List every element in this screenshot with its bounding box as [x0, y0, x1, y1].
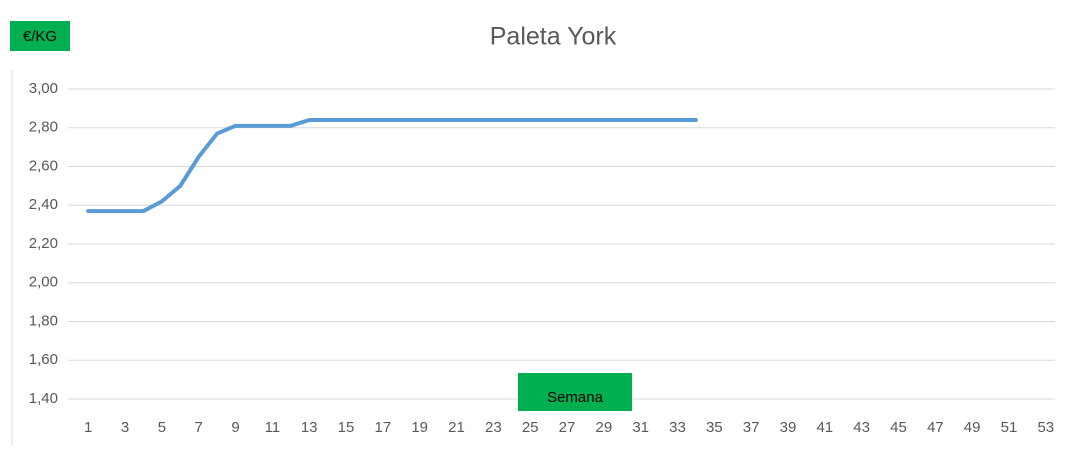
y-tick-label: 1,60 [29, 351, 58, 368]
x-tick-label: 51 [1001, 419, 1018, 436]
x-tick-label: 25 [522, 419, 539, 436]
y-axis-label: €/KG [23, 28, 57, 45]
x-tick-label: 23 [485, 419, 502, 436]
chart-title: Paleta York [490, 23, 617, 51]
x-tick-label: 37 [743, 419, 760, 436]
x-tick-label: 7 [195, 419, 203, 436]
x-tick-label: 3 [121, 419, 129, 436]
y-tick-label: 1,80 [29, 312, 58, 329]
x-tick-label: 31 [632, 419, 649, 436]
series-line [86, 118, 698, 214]
y-tick-label: 2,20 [29, 235, 58, 252]
y-label-box [10, 21, 70, 51]
x-tick-label: 47 [927, 419, 944, 436]
x-tick-label: 45 [890, 419, 907, 436]
x-tick-label: 33 [669, 419, 686, 436]
x-axis-label: Semana [547, 389, 604, 406]
x-tick-label: 17 [375, 419, 392, 436]
y-tick-label: 2,40 [29, 196, 58, 213]
x-tick-label: 49 [964, 419, 981, 436]
y-tick-label: 3,00 [29, 80, 58, 97]
x-tick-label: 11 [265, 419, 281, 436]
x-tick-label: 41 [816, 419, 833, 436]
y-tick-label: 2,00 [29, 274, 58, 291]
x-tick-label: 27 [559, 419, 576, 436]
y-tick-label: 2,60 [29, 157, 58, 174]
x-label-box [518, 373, 632, 411]
x-tick-label: 43 [853, 419, 870, 436]
y-tick-label: 2,80 [29, 119, 58, 136]
x-tick-label: 53 [1037, 419, 1054, 436]
x-tick-label: 5 [158, 419, 166, 436]
x-tick-label: 21 [448, 419, 465, 436]
x-tick-label: 13 [301, 419, 318, 436]
y-tick-label: 1,40 [29, 390, 58, 407]
x-tick-label: 15 [338, 419, 355, 436]
x-tick-label: 39 [780, 419, 797, 436]
x-tick-label: 1 [84, 419, 92, 436]
x-tick-label: 9 [231, 419, 239, 436]
x-tick-label: 19 [411, 419, 428, 436]
x-tick-label: 35 [706, 419, 723, 436]
x-tick-label: 29 [595, 419, 612, 436]
